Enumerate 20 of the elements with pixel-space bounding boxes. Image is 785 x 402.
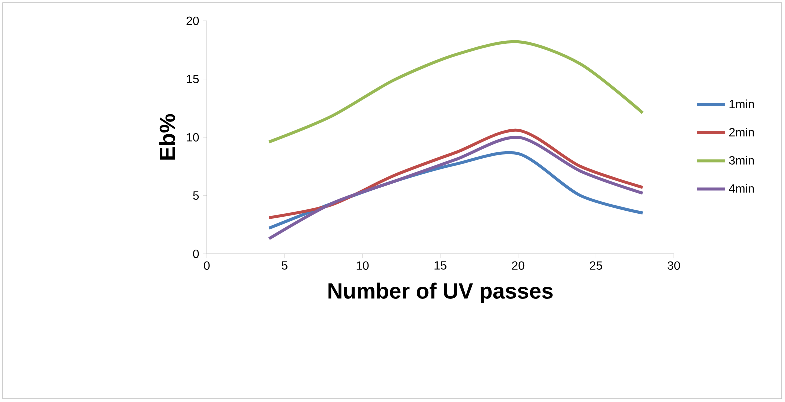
x-tick-label: 10: [356, 262, 369, 270]
x-tick-label: 5: [282, 262, 288, 270]
y-tick-label: 15: [187, 75, 200, 84]
x-axis-title: Number of UV passes: [328, 282, 553, 304]
y-tick-label: 5: [193, 192, 200, 200]
y-tick-label: 20: [186, 16, 200, 26]
line-series: [268, 40, 644, 144]
y-tick-label: 10: [187, 133, 200, 142]
line-series: [268, 136, 644, 240]
x-tick-label: 25: [590, 262, 602, 270]
y-axis-title: Eb%: [159, 114, 176, 160]
legend-label: 4min: [729, 184, 754, 193]
y-tick-label: 0: [193, 250, 200, 258]
legend-label: 2min: [730, 128, 754, 137]
x-tick-label: 15: [434, 262, 447, 270]
legend-label: 1min: [730, 100, 754, 108]
x-tick-label: 20: [512, 262, 525, 270]
legend-label: 3min: [729, 156, 754, 165]
x-tick-label: 30: [668, 262, 680, 270]
x-tick-label: 0: [204, 262, 210, 270]
